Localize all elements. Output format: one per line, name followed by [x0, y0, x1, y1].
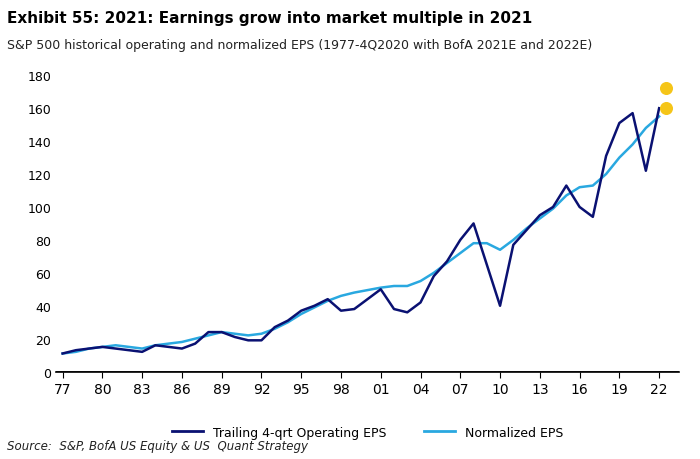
Text: S&P 500 historical operating and normalized EPS (1977-4Q2020 with BofA 2021E and: S&P 500 historical operating and normali…: [7, 39, 592, 52]
Point: [660, 85, 671, 93]
Point: [660, 105, 671, 112]
Text: Source:  S&P, BofA US Equity & US  Quant Strategy: Source: S&P, BofA US Equity & US Quant S…: [7, 439, 308, 452]
Legend: Trailing 4-qrt Operating EPS, Normalized EPS: Trailing 4-qrt Operating EPS, Normalized…: [167, 420, 568, 443]
Text: Exhibit 55: 2021: Earnings grow into market multiple in 2021: Exhibit 55: 2021: Earnings grow into mar…: [7, 11, 532, 27]
